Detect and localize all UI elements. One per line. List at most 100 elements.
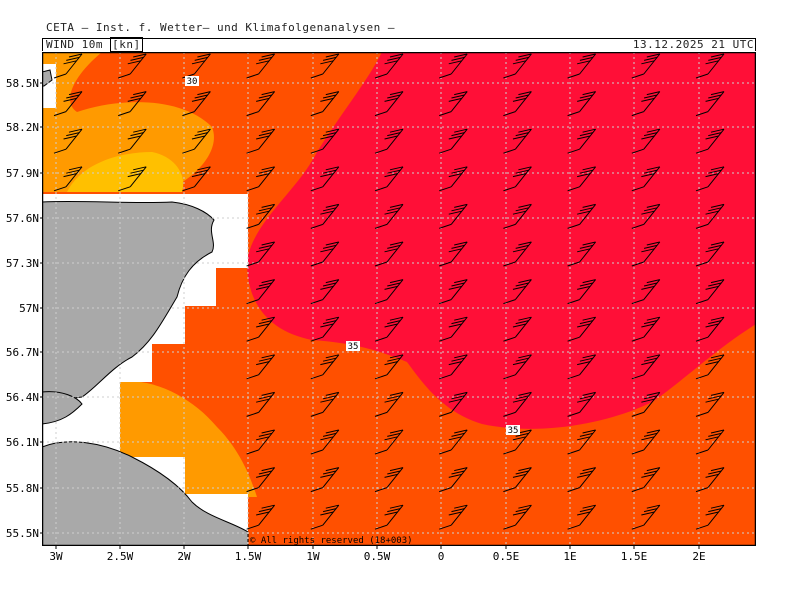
wind-barbs	[53, 53, 725, 530]
wind-barb	[695, 504, 725, 530]
wind-barb	[503, 467, 532, 493]
wind-barb	[567, 316, 596, 342]
wind-barb	[182, 91, 211, 117]
wind-barb	[246, 166, 275, 192]
wind-barb	[695, 279, 725, 305]
wind-barb	[631, 316, 661, 342]
wind-barb	[567, 391, 596, 417]
wind-barb	[439, 279, 468, 305]
wind-barb	[246, 354, 275, 380]
wind-barb	[567, 203, 596, 229]
lat-tick-label: 56.7N	[6, 346, 39, 359]
wind-barb	[374, 53, 404, 79]
wind-barb	[631, 467, 661, 493]
wind-barb	[310, 166, 340, 192]
wind-barb	[695, 53, 725, 79]
lat-tick-label: 57.6N	[6, 212, 39, 225]
wind-barb	[53, 91, 83, 117]
wind-barb	[631, 391, 661, 417]
wind-barb	[246, 91, 275, 117]
parameter-label: WIND 10m [kn]	[46, 37, 143, 52]
wind-barb	[53, 53, 83, 79]
wind-barb	[118, 166, 147, 192]
wind-barb	[503, 166, 532, 192]
wind-barb	[631, 128, 661, 154]
wind-barb	[246, 316, 275, 342]
lat-tick-label: 57.3N	[6, 257, 39, 270]
wind-barb	[631, 203, 661, 229]
wind-barb	[631, 429, 661, 455]
wind-barb	[503, 391, 532, 417]
info-bar	[42, 38, 756, 51]
wind-barb	[695, 241, 725, 267]
wind-barb	[567, 279, 596, 305]
wind-barb	[503, 53, 532, 79]
contour-label-35b: 35	[506, 425, 520, 436]
wind-barb	[310, 53, 340, 79]
wind-barb	[439, 128, 468, 154]
wind-barb	[567, 504, 596, 530]
wind-barb	[439, 241, 468, 267]
wind-barb	[631, 166, 661, 192]
lat-tick-label: 58.2N	[6, 121, 39, 134]
wind-barb	[374, 166, 404, 192]
wind-barb	[246, 53, 275, 79]
wind-barb	[374, 279, 404, 305]
wind-barb	[503, 354, 532, 380]
wind-barb	[503, 241, 532, 267]
lat-tick-label: 56.4N	[6, 391, 39, 404]
wind-barb	[118, 53, 147, 79]
wind-barb	[182, 166, 211, 192]
wind-barb	[695, 203, 725, 229]
wind-barb	[246, 203, 275, 229]
lat-tick-label: 57.9N	[6, 167, 39, 180]
wind-barb	[246, 128, 275, 154]
wind-barb	[695, 128, 725, 154]
wind-barb	[631, 279, 661, 305]
contour-label-35a: 35	[346, 341, 360, 352]
wind-barb	[310, 241, 340, 267]
wind-band-25-30-north	[42, 52, 214, 192]
lat-tick-label: 55.8N	[6, 482, 39, 495]
lat-tick-label: 56.1N	[6, 436, 39, 449]
wind-barb	[246, 241, 275, 267]
wind-barb	[439, 467, 468, 493]
wind-barb	[374, 467, 404, 493]
copyright-text: © All rights reserved (18+003)	[250, 536, 413, 546]
wind-barb	[503, 128, 532, 154]
lat-tick-label: 58.5N	[6, 77, 39, 90]
parameter-name: WIND 10m	[46, 38, 103, 51]
lon-tick-label: 3W	[49, 550, 63, 563]
wind-barb	[567, 166, 596, 192]
wind-barb	[310, 391, 340, 417]
wind-barb	[503, 429, 532, 455]
wind-barb	[695, 467, 725, 493]
wind-barb	[310, 279, 340, 305]
wind-barb	[53, 128, 83, 154]
land-fife	[42, 391, 83, 425]
wind-barb	[439, 354, 468, 380]
wind-band-35-40	[247, 52, 756, 429]
wind-barb	[439, 316, 468, 342]
wind-barb	[695, 429, 725, 455]
wind-barb	[310, 91, 340, 117]
wind-map: 30 35 35 © All rights reserved (18+003)	[42, 52, 756, 546]
contour-label-30: 30	[185, 76, 199, 87]
wind-barb	[695, 316, 725, 342]
lon-tick-label: 0.5E	[493, 550, 520, 563]
svg-text:30: 30	[187, 77, 198, 87]
wind-barb	[246, 467, 275, 493]
wind-barb	[439, 504, 468, 530]
wind-barb	[310, 354, 340, 380]
wind-band-20-25-north	[67, 152, 184, 192]
wind-barb	[439, 203, 468, 229]
svg-text:35: 35	[348, 342, 359, 352]
wind-barb	[567, 128, 596, 154]
wind-barb	[310, 203, 340, 229]
wind-barb	[374, 241, 404, 267]
wind-barb	[439, 91, 468, 117]
lon-tick-label: 1.5E	[621, 550, 648, 563]
wind-barb	[246, 391, 275, 417]
lon-tick-label: 1E	[563, 550, 576, 563]
land-scotland-south	[42, 441, 249, 546]
